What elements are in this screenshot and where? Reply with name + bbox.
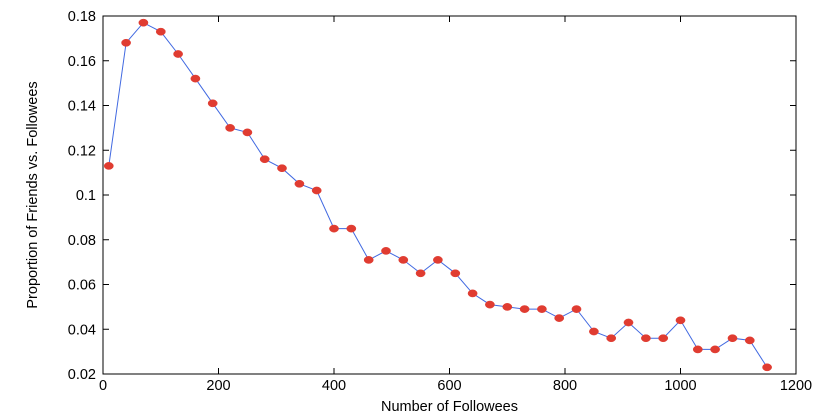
data-point xyxy=(467,289,478,298)
data-point xyxy=(329,224,339,233)
data-point xyxy=(710,345,720,354)
data-point xyxy=(606,334,617,343)
x-tick-label: 600 xyxy=(437,378,461,394)
y-axis-label: Proportion of Friends vs. Followees xyxy=(25,81,41,308)
x-tick-label: 1000 xyxy=(664,378,696,394)
data-point xyxy=(502,303,513,311)
data-point xyxy=(346,224,357,233)
y-tick-label: 0.16 xyxy=(68,54,96,70)
data-point xyxy=(692,345,703,354)
data-point xyxy=(363,256,374,264)
data-point xyxy=(121,38,131,47)
data-point xyxy=(433,256,443,264)
data-point xyxy=(589,327,599,336)
data-point xyxy=(727,334,738,343)
data-point xyxy=(641,334,651,343)
data-point xyxy=(190,74,201,83)
data-point xyxy=(155,27,166,36)
data-point xyxy=(173,50,183,58)
data-point xyxy=(675,316,686,325)
x-tick-label: 0 xyxy=(99,378,107,394)
x-tick-label: 800 xyxy=(553,378,577,394)
x-tick-labels: 0 200 400 600 800 1000 1200 xyxy=(99,378,812,394)
data-point xyxy=(242,128,253,137)
y-tick-labels: 0.02 0.04 0.06 0.08 0.1 0.12 0.14 0.16 0.18 xyxy=(68,9,96,383)
y-tick-label: 0.12 xyxy=(68,143,96,159)
y-tick-label: 0.06 xyxy=(68,278,96,294)
y-tick-label: 0.1 xyxy=(76,188,96,204)
data-point xyxy=(207,99,218,108)
data-points xyxy=(103,18,772,372)
data-point xyxy=(138,18,149,27)
data-point xyxy=(294,179,305,188)
data-point xyxy=(415,269,426,278)
y-tick-label: 0.14 xyxy=(68,99,96,115)
data-point xyxy=(744,336,755,345)
data-point xyxy=(103,162,114,170)
data-point xyxy=(658,334,669,343)
y-tick-label: 0.08 xyxy=(68,233,96,249)
data-point xyxy=(225,124,235,132)
data-point xyxy=(519,305,530,313)
data-point xyxy=(311,186,322,195)
x-tick-label: 200 xyxy=(206,378,230,394)
data-point xyxy=(537,305,547,313)
data-point xyxy=(398,256,409,264)
data-point xyxy=(571,305,582,313)
y-tick-label: 0.04 xyxy=(68,322,96,338)
data-point xyxy=(623,318,634,327)
plot-frame xyxy=(102,15,797,375)
data-point xyxy=(762,363,772,372)
x-tick-label: 400 xyxy=(322,378,346,394)
data-point xyxy=(259,155,270,164)
y-tick-label: 0.18 xyxy=(68,9,96,25)
x-axis-label: Number of Followees xyxy=(381,399,518,415)
data-point xyxy=(277,164,287,173)
data-point xyxy=(381,247,391,255)
axis-ticks xyxy=(102,15,797,375)
data-point xyxy=(554,314,565,322)
y-tick-label: 0.02 xyxy=(68,367,96,383)
data-point xyxy=(485,300,495,309)
data-point xyxy=(450,269,461,278)
x-tick-label: 1200 xyxy=(780,378,812,394)
series-line xyxy=(108,22,768,368)
